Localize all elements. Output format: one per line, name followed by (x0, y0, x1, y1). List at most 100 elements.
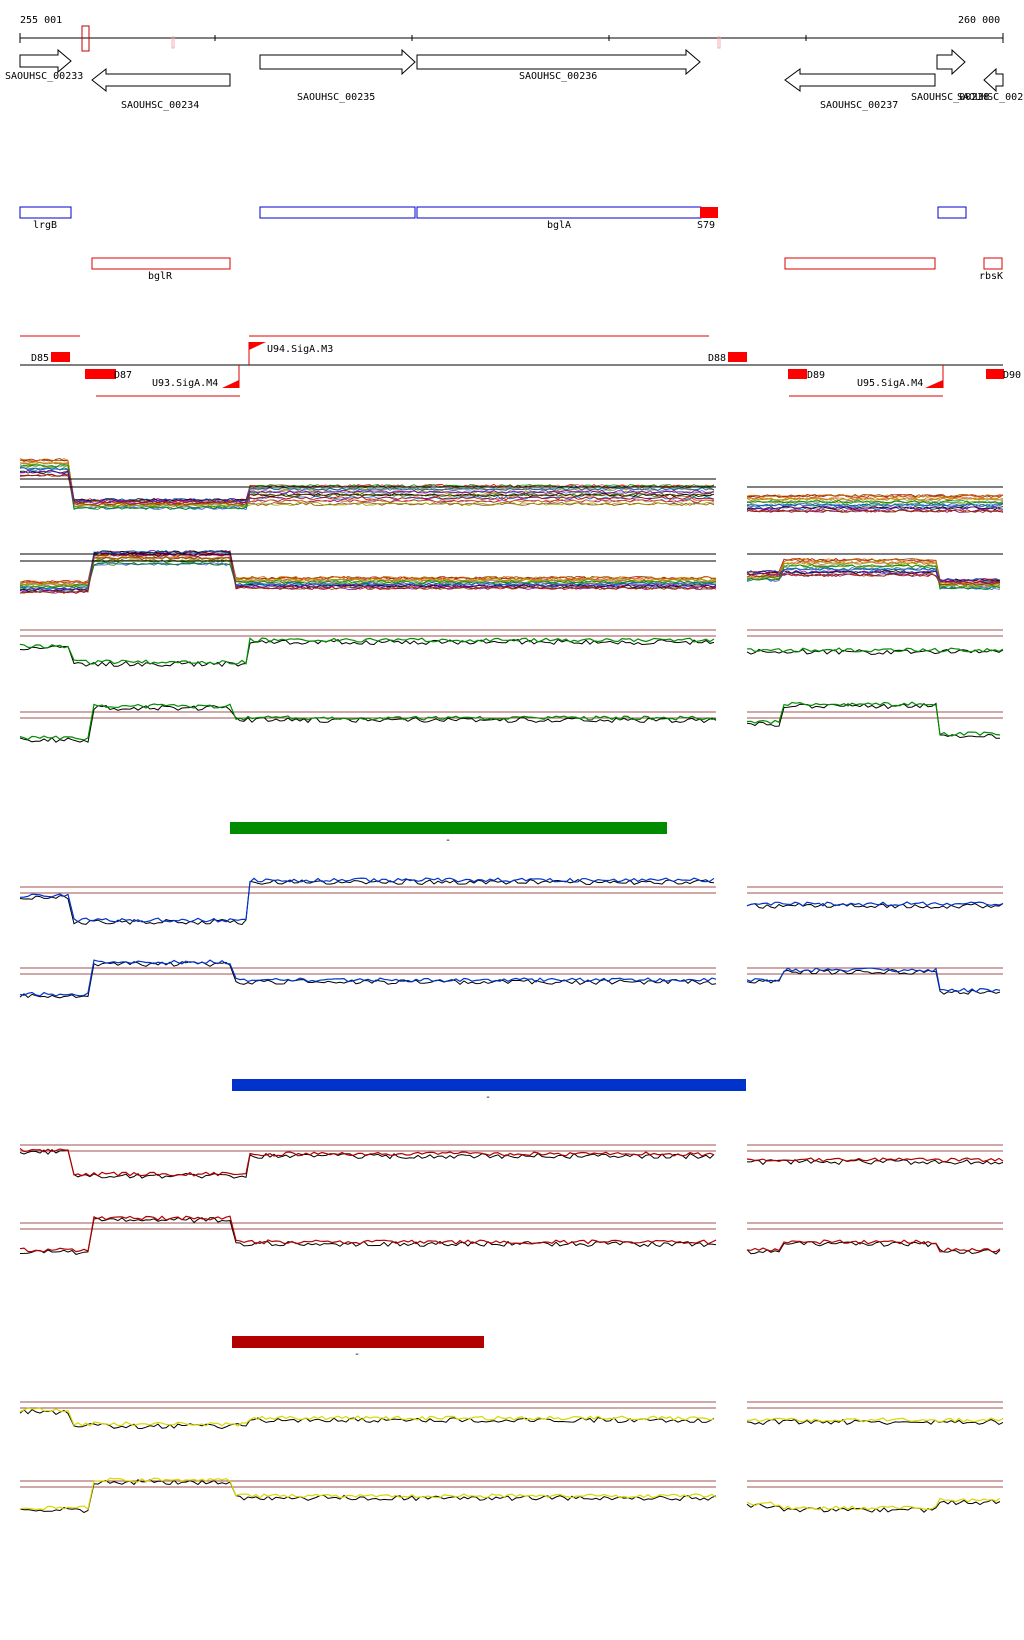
profile-multi-2 (746, 573, 1000, 586)
gene-arrow-SAOUHSC_00234[interactable] (91, 67, 231, 93)
profile-green-1-trace (19, 638, 715, 668)
promoter-label-U94: U94.SigA.M3 (267, 344, 333, 355)
annotation-minus-box[interactable] (784, 257, 936, 270)
annotation-label-bglR: bglR (148, 271, 173, 282)
gene-arrow-SAOUHSC_00239[interactable] (983, 67, 1004, 93)
profile-red-1-trace (746, 1157, 1004, 1163)
annotation-plus-box[interactable] (259, 206, 416, 219)
profile-blue-1-trace (19, 878, 715, 926)
profile-multi-1 (19, 473, 715, 506)
profile-green-2-trace (746, 701, 1001, 737)
gene-arrow-SAOUHSC_00237[interactable] (784, 68, 936, 92)
condition-bar-green-label: - (445, 835, 451, 846)
profile-multi-2 (747, 564, 1001, 588)
profile-multi-1 (746, 509, 1004, 513)
condition-bar-red[interactable] (232, 1336, 484, 1348)
profile-green-2-trace (19, 703, 717, 741)
profile-multi-1 (746, 509, 1004, 513)
profile-green-1-trace (19, 637, 715, 665)
annotation-plus-box-right[interactable] (937, 206, 967, 219)
annotation-S79[interactable] (700, 207, 718, 218)
profile-yellow-2-trace (19, 1479, 717, 1514)
profile-multi-2 (19, 559, 717, 586)
condition-bar-green[interactable] (230, 822, 667, 834)
annotation-lrgB[interactable] (19, 206, 72, 219)
profile-yellow-2-trace (746, 1497, 1001, 1511)
profile-blue-1-trace (746, 902, 1004, 909)
gene-label-SAOUHSC_00234: SAOUHSC_00234 (121, 100, 199, 111)
profile-blue-1-trace (746, 901, 1004, 907)
site-D87[interactable] (85, 369, 116, 379)
profile-multi-2 (746, 564, 1001, 590)
profile-red-1-trace (747, 1158, 1004, 1166)
profile-red-2-trace (746, 1239, 1001, 1253)
profile-yellow-2-trace (19, 1477, 717, 1511)
profile-red-2-trace (746, 1241, 1001, 1255)
site-D88[interactable] (728, 352, 747, 362)
annotation-label-bglA: bglA (547, 220, 571, 231)
site-D90[interactable] (986, 369, 1004, 379)
profile-blue-2-trace (746, 968, 1001, 995)
annotation-bglR[interactable] (91, 257, 231, 270)
regulatory-track: D85 D87 D88 D89 D90 U93.SigA.M4 U94.SigA… (20, 335, 1021, 397)
annotation-rbsK[interactable] (983, 257, 1003, 270)
site-D85[interactable] (51, 352, 70, 362)
gene-label-SAOUHSC_00235: SAOUHSC_00235 (297, 92, 375, 103)
condition-bars: - - - (230, 822, 746, 1360)
gene-label-SAOUHSC_00236: SAOUHSC_00236 (519, 71, 597, 82)
profile-yellow-2-trace (746, 1499, 1001, 1513)
gene-arrow-SAOUHSC_00236[interactable] (416, 48, 701, 76)
profile-green-1-trace (746, 647, 1004, 653)
promoter-label-U95: U95.SigA.M4 (857, 378, 923, 389)
annotation-bglA[interactable] (416, 206, 702, 219)
annotation-label-rbsK: rbsK (979, 271, 1003, 282)
profile-multi-2 (19, 553, 717, 594)
expression-profiles (19, 458, 1004, 1514)
profile-multi-1 (746, 500, 1004, 504)
coordinate-ruler: 255 001 260 000 (19, 15, 1004, 52)
profile-yellow-1-trace (746, 1418, 1004, 1426)
site-label-D87: D87 (114, 370, 132, 381)
profile-multi-1 (746, 500, 1004, 504)
profile-multi-2 (19, 556, 717, 594)
ruler-start-label: 255 001 (20, 15, 62, 26)
profile-multi-2 (19, 550, 717, 594)
site-label-D89: D89 (807, 370, 825, 381)
profile-green-2-trace (746, 702, 1001, 739)
profile-blue-2-trace (746, 967, 1001, 993)
gene-arrow-SAOUHSC_00235[interactable] (259, 48, 416, 76)
gene-label-SAOUHSC_00233: SAOUHSC_00233 (5, 71, 83, 82)
profile-multi-1 (746, 506, 1004, 510)
promoter-label-U93: U93.SigA.M4 (152, 378, 218, 389)
profile-multi-2 (19, 550, 717, 590)
profile-multi-1 (746, 494, 1004, 498)
profile-red-1-trace (19, 1148, 715, 1177)
condition-bar-blue[interactable] (232, 1079, 746, 1091)
profile-multi-2 (19, 553, 717, 592)
profile-multi-1 (746, 497, 1004, 501)
gene-arrow-SAOUHSC_00233[interactable] (19, 48, 72, 74)
gene-label-SAOUHSC_00239: SAOUHSC_0023 (957, 92, 1024, 103)
profile-multi-1 (746, 494, 1004, 498)
profile-blue-2-trace (19, 959, 717, 997)
promoter-flag-U94[interactable] (249, 342, 266, 350)
profile-multi-1 (19, 464, 715, 510)
site-D89[interactable] (788, 369, 807, 379)
profile-multi-1 (19, 467, 715, 502)
profile-multi-1 (746, 506, 1004, 510)
gene-arrow-SAOUHSC_00238[interactable] (936, 48, 966, 76)
condition-bar-blue-label: - (485, 1092, 491, 1103)
profile-yellow-1-trace (746, 1417, 1004, 1423)
ruler-end-label: 260 000 (958, 15, 1000, 26)
profile-yellow-1-trace (19, 1408, 715, 1430)
profile-multi-2 (19, 562, 717, 588)
annotation-label-lrgB: lrgB (33, 220, 57, 231)
profile-multi-1 (19, 461, 715, 504)
site-label-D85: D85 (31, 353, 49, 364)
site-label-D90: D90 (1003, 370, 1021, 381)
profile-multi-2 (746, 567, 1001, 582)
promoter-flag-U95[interactable] (925, 380, 943, 388)
promoter-flag-U93[interactable] (222, 380, 239, 388)
profile-red-2-trace (19, 1215, 717, 1253)
